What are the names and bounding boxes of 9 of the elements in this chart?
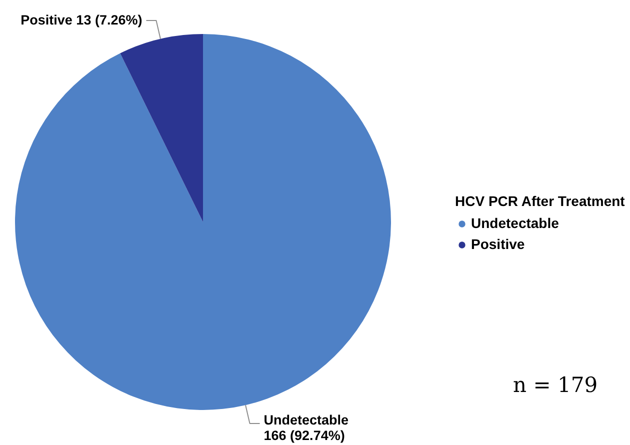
slice-label: Undetectable [264,412,350,428]
legend-label: Positive [471,236,525,252]
text: n = 179 [513,373,598,397]
legend-label: Undetectable [471,215,560,231]
category-label: Positive 13 (7.26%) [20,12,142,28]
data-label: 166 (92.74%) [264,428,345,443]
pie-slice [15,34,391,410]
pie-slice [120,34,203,222]
legend-title: HCV PCR After Treatment [455,193,626,209]
